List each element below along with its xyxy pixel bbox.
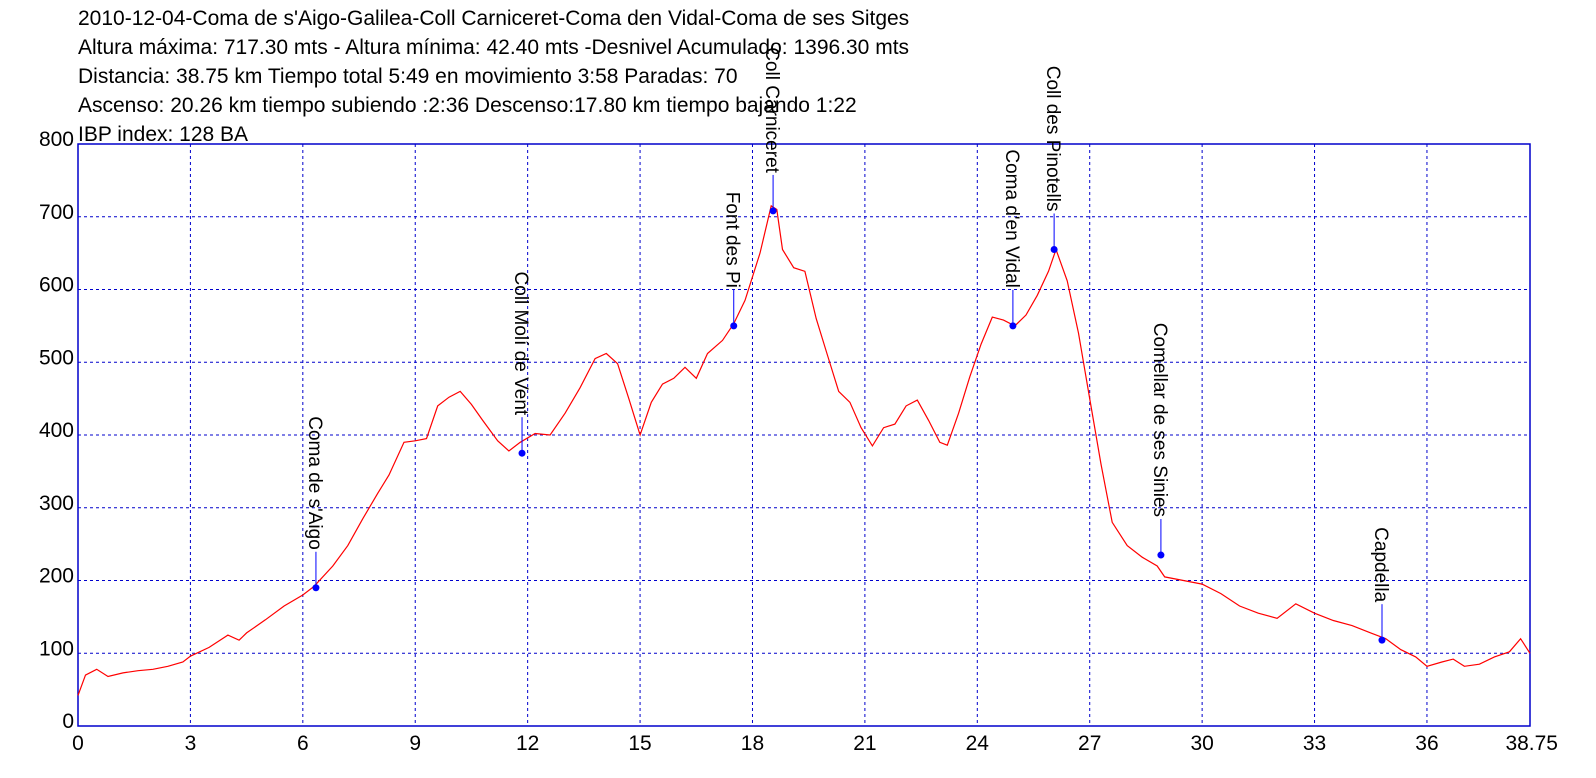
ibp-index: IBP index: 128 BA: [78, 123, 249, 146]
chart-title: 2010-12-04-Coma de s'Aigo-Galilea-Coll C…: [78, 7, 910, 30]
waypoint-label: Coma d'en Vidal: [1001, 149, 1022, 287]
distance-summary: Distancia: 38.75 km Tiempo total 5:49 en…: [78, 65, 738, 88]
x-tick-label: 3: [185, 732, 197, 755]
x-tick-label: 33: [1303, 732, 1326, 755]
y-tick-label: 800: [39, 128, 74, 151]
waypoint-label: Coma de s'Aigo: [304, 416, 325, 550]
y-axis-ticks: 0 100 200 300 400 500 600 700 800: [39, 128, 74, 733]
y-tick-label: 100: [39, 637, 74, 660]
x-tick-label: 30: [1190, 732, 1213, 755]
waypoint-label: Comellar de ses Sinies: [1149, 323, 1170, 517]
waypoint-markers: Coma de s'Aigo Coll Molí de Vent Font des …: [304, 47, 1391, 644]
plot-frame: [77, 143, 1531, 727]
x-axis-ticks: 0 3 6 9 12 15 18 21 24 27 30 33 36 38.75: [72, 732, 1558, 755]
y-tick-label: 700: [39, 201, 74, 224]
y-tick-label: 200: [39, 565, 74, 588]
x-tick-label: 38.75: [1505, 732, 1558, 755]
waypoint-label: Coll Carniceret: [761, 47, 782, 173]
x-tick-label: 6: [297, 732, 309, 755]
x-tick-label: 36: [1415, 732, 1438, 755]
x-tick-label: 21: [853, 732, 876, 755]
waypoint-dot: [769, 207, 777, 215]
waypoint-label: Coll Molí de Vent: [510, 272, 531, 416]
y-tick-label: 500: [39, 346, 74, 369]
waypoint-label: Coll des Pinotells: [1042, 66, 1063, 212]
y-tick-label: 0: [62, 710, 74, 733]
y-tick-label: 300: [39, 492, 74, 515]
waypoint-label: Font des Pi: [722, 192, 743, 288]
x-tick-label: 0: [72, 732, 84, 755]
x-tick-label: 24: [966, 732, 990, 755]
waypoint-label: Capdella: [1370, 527, 1391, 602]
elevation-line: [77, 204, 1531, 696]
waypoint-dot: [1009, 322, 1017, 330]
x-tick-label: 12: [516, 732, 539, 755]
waypoint-dot: [1378, 636, 1386, 644]
grid-lines: [78, 144, 1530, 726]
y-tick-label: 400: [39, 419, 74, 442]
waypoint-dot: [1157, 551, 1165, 559]
x-tick-label: 15: [628, 732, 651, 755]
x-tick-label: 9: [409, 732, 421, 755]
waypoint-dot: [730, 322, 738, 330]
waypoint-dot: [518, 449, 526, 457]
chart-header: 2010-12-04-Coma de s'Aigo-Galilea-Coll C…: [78, 4, 909, 149]
x-tick-label: 27: [1078, 732, 1101, 755]
y-tick-label: 600: [39, 274, 74, 297]
altitude-summary: Altura máxima: 717.30 mts - Altura mínim…: [78, 36, 910, 59]
x-tick-label: 18: [741, 732, 764, 755]
ascent-descent-summary: Ascenso: 20.26 km tiempo subiendo :2:36 …: [78, 94, 857, 117]
waypoint-dot: [1050, 245, 1058, 253]
waypoint-dot: [312, 584, 320, 592]
